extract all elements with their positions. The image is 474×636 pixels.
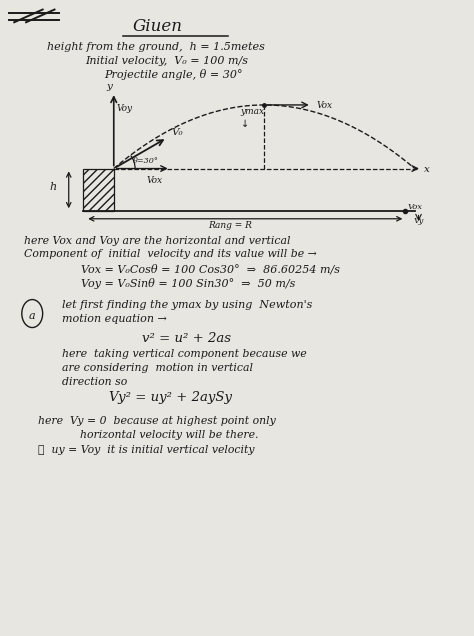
Text: Projectile angle, θ = 30°: Projectile angle, θ = 30° — [104, 69, 243, 80]
Text: Vy: Vy — [414, 217, 424, 225]
Text: Vox = V₀Cosθ = 100 Cos30°  ⇒  86.60254 m/s: Vox = V₀Cosθ = 100 Cos30° ⇒ 86.60254 m/s — [81, 264, 339, 274]
Text: motion equation →: motion equation → — [62, 314, 166, 324]
Text: here  Vy = 0  because at highest point only: here Vy = 0 because at highest point onl… — [38, 416, 276, 426]
Text: θ=30°: θ=30° — [133, 158, 159, 165]
Text: ∴  uy = Voy  it is initial vertical velocity: ∴ uy = Voy it is initial vertical veloci… — [38, 445, 255, 455]
Text: Vox: Vox — [147, 176, 163, 184]
Text: ↓: ↓ — [240, 119, 249, 129]
Text: h: h — [50, 182, 57, 192]
Text: Vox: Vox — [408, 203, 423, 211]
Text: Voy: Voy — [116, 104, 132, 113]
Text: a: a — [28, 310, 35, 321]
Bar — [83, 169, 114, 211]
Text: let first finding the ymax by using  Newton's: let first finding the ymax by using Newt… — [62, 300, 312, 310]
Text: Giuen: Giuen — [133, 18, 182, 34]
Text: v² = u² + 2as: v² = u² + 2as — [142, 331, 231, 345]
Text: here Vox and Voy are the horizontal and vertical: here Vox and Voy are the horizontal and … — [24, 235, 290, 245]
Text: Vox: Vox — [316, 101, 333, 110]
Text: ymax: ymax — [240, 107, 264, 116]
Text: x: x — [424, 165, 430, 174]
Text: V₀: V₀ — [172, 128, 183, 137]
Text: Vy² = uy² + 2aySy: Vy² = uy² + 2aySy — [109, 391, 232, 404]
Text: Voy = V₀Sinθ = 100 Sin30°  ⇒  50 m/s: Voy = V₀Sinθ = 100 Sin30° ⇒ 50 m/s — [81, 278, 295, 289]
Text: horizontal velocity will be there.: horizontal velocity will be there. — [38, 430, 258, 440]
Text: direction so: direction so — [62, 377, 127, 387]
Text: are considering  motion in vertical: are considering motion in vertical — [62, 363, 253, 373]
Text: Component of  initial  velocity and its value will be →: Component of initial velocity and its va… — [24, 249, 317, 259]
Text: height from the ground,  h = 1.5metes: height from the ground, h = 1.5metes — [47, 41, 265, 52]
Text: Rang = R: Rang = R — [209, 221, 253, 230]
Text: y: y — [107, 82, 112, 91]
Text: here  taking vertical component because we: here taking vertical component because w… — [62, 349, 306, 359]
Text: Initial velocity,  V₀ = 100 m/s: Initial velocity, V₀ = 100 m/s — [85, 55, 248, 66]
